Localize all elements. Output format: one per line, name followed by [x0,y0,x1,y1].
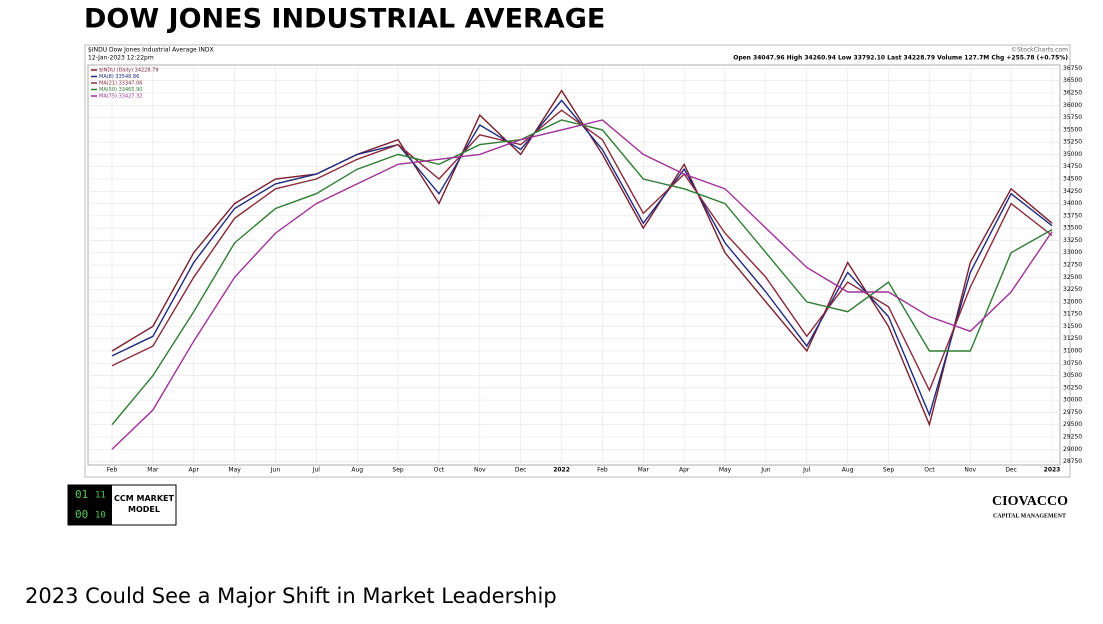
y-tick-label: 29500 [1063,421,1082,428]
y-tick-label: 33500 [1063,225,1082,232]
x-tick-label: Mar [147,467,159,474]
firm-sub: CAPITAL MANAGEMENT [993,513,1066,519]
y-tick-label: 31000 [1063,347,1082,354]
y-tick-label: 33750 [1063,212,1082,219]
y-tick-label: 31500 [1063,323,1082,330]
y-tick-label: 29000 [1063,446,1082,453]
y-tick-label: 28750 [1063,458,1082,465]
x-tick-label: Jul [802,467,811,474]
legend-label: $INDU (Daily) 34228.79 [99,68,159,74]
x-tick-label: Apr [189,467,200,474]
y-tick-label: 31250 [1063,335,1082,342]
date: 12-Jan-2023 12:22pm [88,55,154,62]
source: ©StockCharts.com [1011,47,1068,54]
y-tick-label: 35250 [1063,139,1082,146]
x-tick-label: Nov [474,467,486,474]
x-tick-label: Dec [1005,467,1017,474]
y-tick-label: 30500 [1063,372,1082,379]
series-line [111,119,1053,450]
y-tick-label: 34750 [1063,163,1082,170]
y-tick-label: 30000 [1063,397,1082,404]
y-tick-label: 30750 [1063,360,1082,367]
y-tick-label: 29750 [1063,409,1082,416]
y-tick-label: 32250 [1063,286,1082,293]
x-tick-label: Aug [351,467,363,474]
y-tick-label: 36500 [1063,77,1082,84]
y-tick-label: 34250 [1063,188,1082,195]
x-tick-label: Feb [107,467,118,474]
y-tick-label: 32750 [1063,262,1082,269]
symbol: $INDU Dow Jones Industrial Average INDX [88,47,214,54]
x-tick-label: May [228,467,241,474]
y-tick-label: 32500 [1063,274,1082,281]
y-tick-label: 34500 [1063,176,1082,183]
y-tick-label: 32000 [1063,298,1082,305]
x-tick-label: Aug [842,467,854,474]
y-tick-label: 35750 [1063,114,1082,121]
x-tick-label: Apr [679,467,690,474]
legend-label: MA(50) 33465.90 [99,87,142,93]
x-tick-label: Sep [883,467,895,474]
x-tick-label: Jun [270,467,281,474]
model-name: CCM MARKET MODEL [114,494,174,514]
legend-label: MA(21) 33347.06 [99,81,142,87]
y-tick-label: 36000 [1063,102,1082,109]
digit: 10 [95,511,106,521]
x-tick-label: Sep [392,467,404,474]
model-logo: 01 11 00 10 CCM MARKET MODEL [67,484,177,526]
caption: 2023 Could See a Major Shift in Market L… [25,584,557,608]
y-tick-label: 36750 [1063,65,1082,72]
y-tick-label: 29250 [1063,433,1082,440]
series-line [111,89,1053,427]
firm: CIOVACCO [992,494,1068,509]
x-tick-label: Jul [312,467,321,474]
y-tick-label: 34000 [1063,200,1082,207]
legend-label: MA(8) 33548.86 [99,74,139,80]
legend-label: MA(75) 33427.32 [99,94,142,100]
x-tick-label: 2023 [1044,467,1061,474]
x-tick-label: Nov [964,467,976,474]
y-tick-label: 36250 [1063,90,1082,97]
x-tick-label: Mar [638,467,650,474]
x-tick-label: Feb [597,467,608,474]
logo-dark [68,485,112,525]
x-tick-label: 2022 [553,467,570,474]
x-tick-label: Oct [434,467,445,474]
y-tick-label: 35000 [1063,151,1082,158]
x-tick-label: Jun [760,467,771,474]
y-tick-label: 31750 [1063,311,1082,318]
digit: 11 [95,491,106,501]
x-tick-label: Dec [515,467,527,474]
y-tick-label: 33000 [1063,249,1082,256]
x-tick-label: May [719,467,732,474]
digit: 01 [75,488,88,501]
y-tick-label: 30250 [1063,384,1082,391]
x-tick-label: Oct [924,467,935,474]
y-tick-label: 35500 [1063,126,1082,133]
quote: Open 34047.96 High 34260.94 Low 33792.10… [733,55,1068,62]
digit: 00 [75,508,88,521]
title: DOW JONES INDUSTRIAL AVERAGE [84,4,605,35]
model-name-wrap: CCM MARKET MODEL [114,494,174,514]
y-tick-label: 33250 [1063,237,1082,244]
